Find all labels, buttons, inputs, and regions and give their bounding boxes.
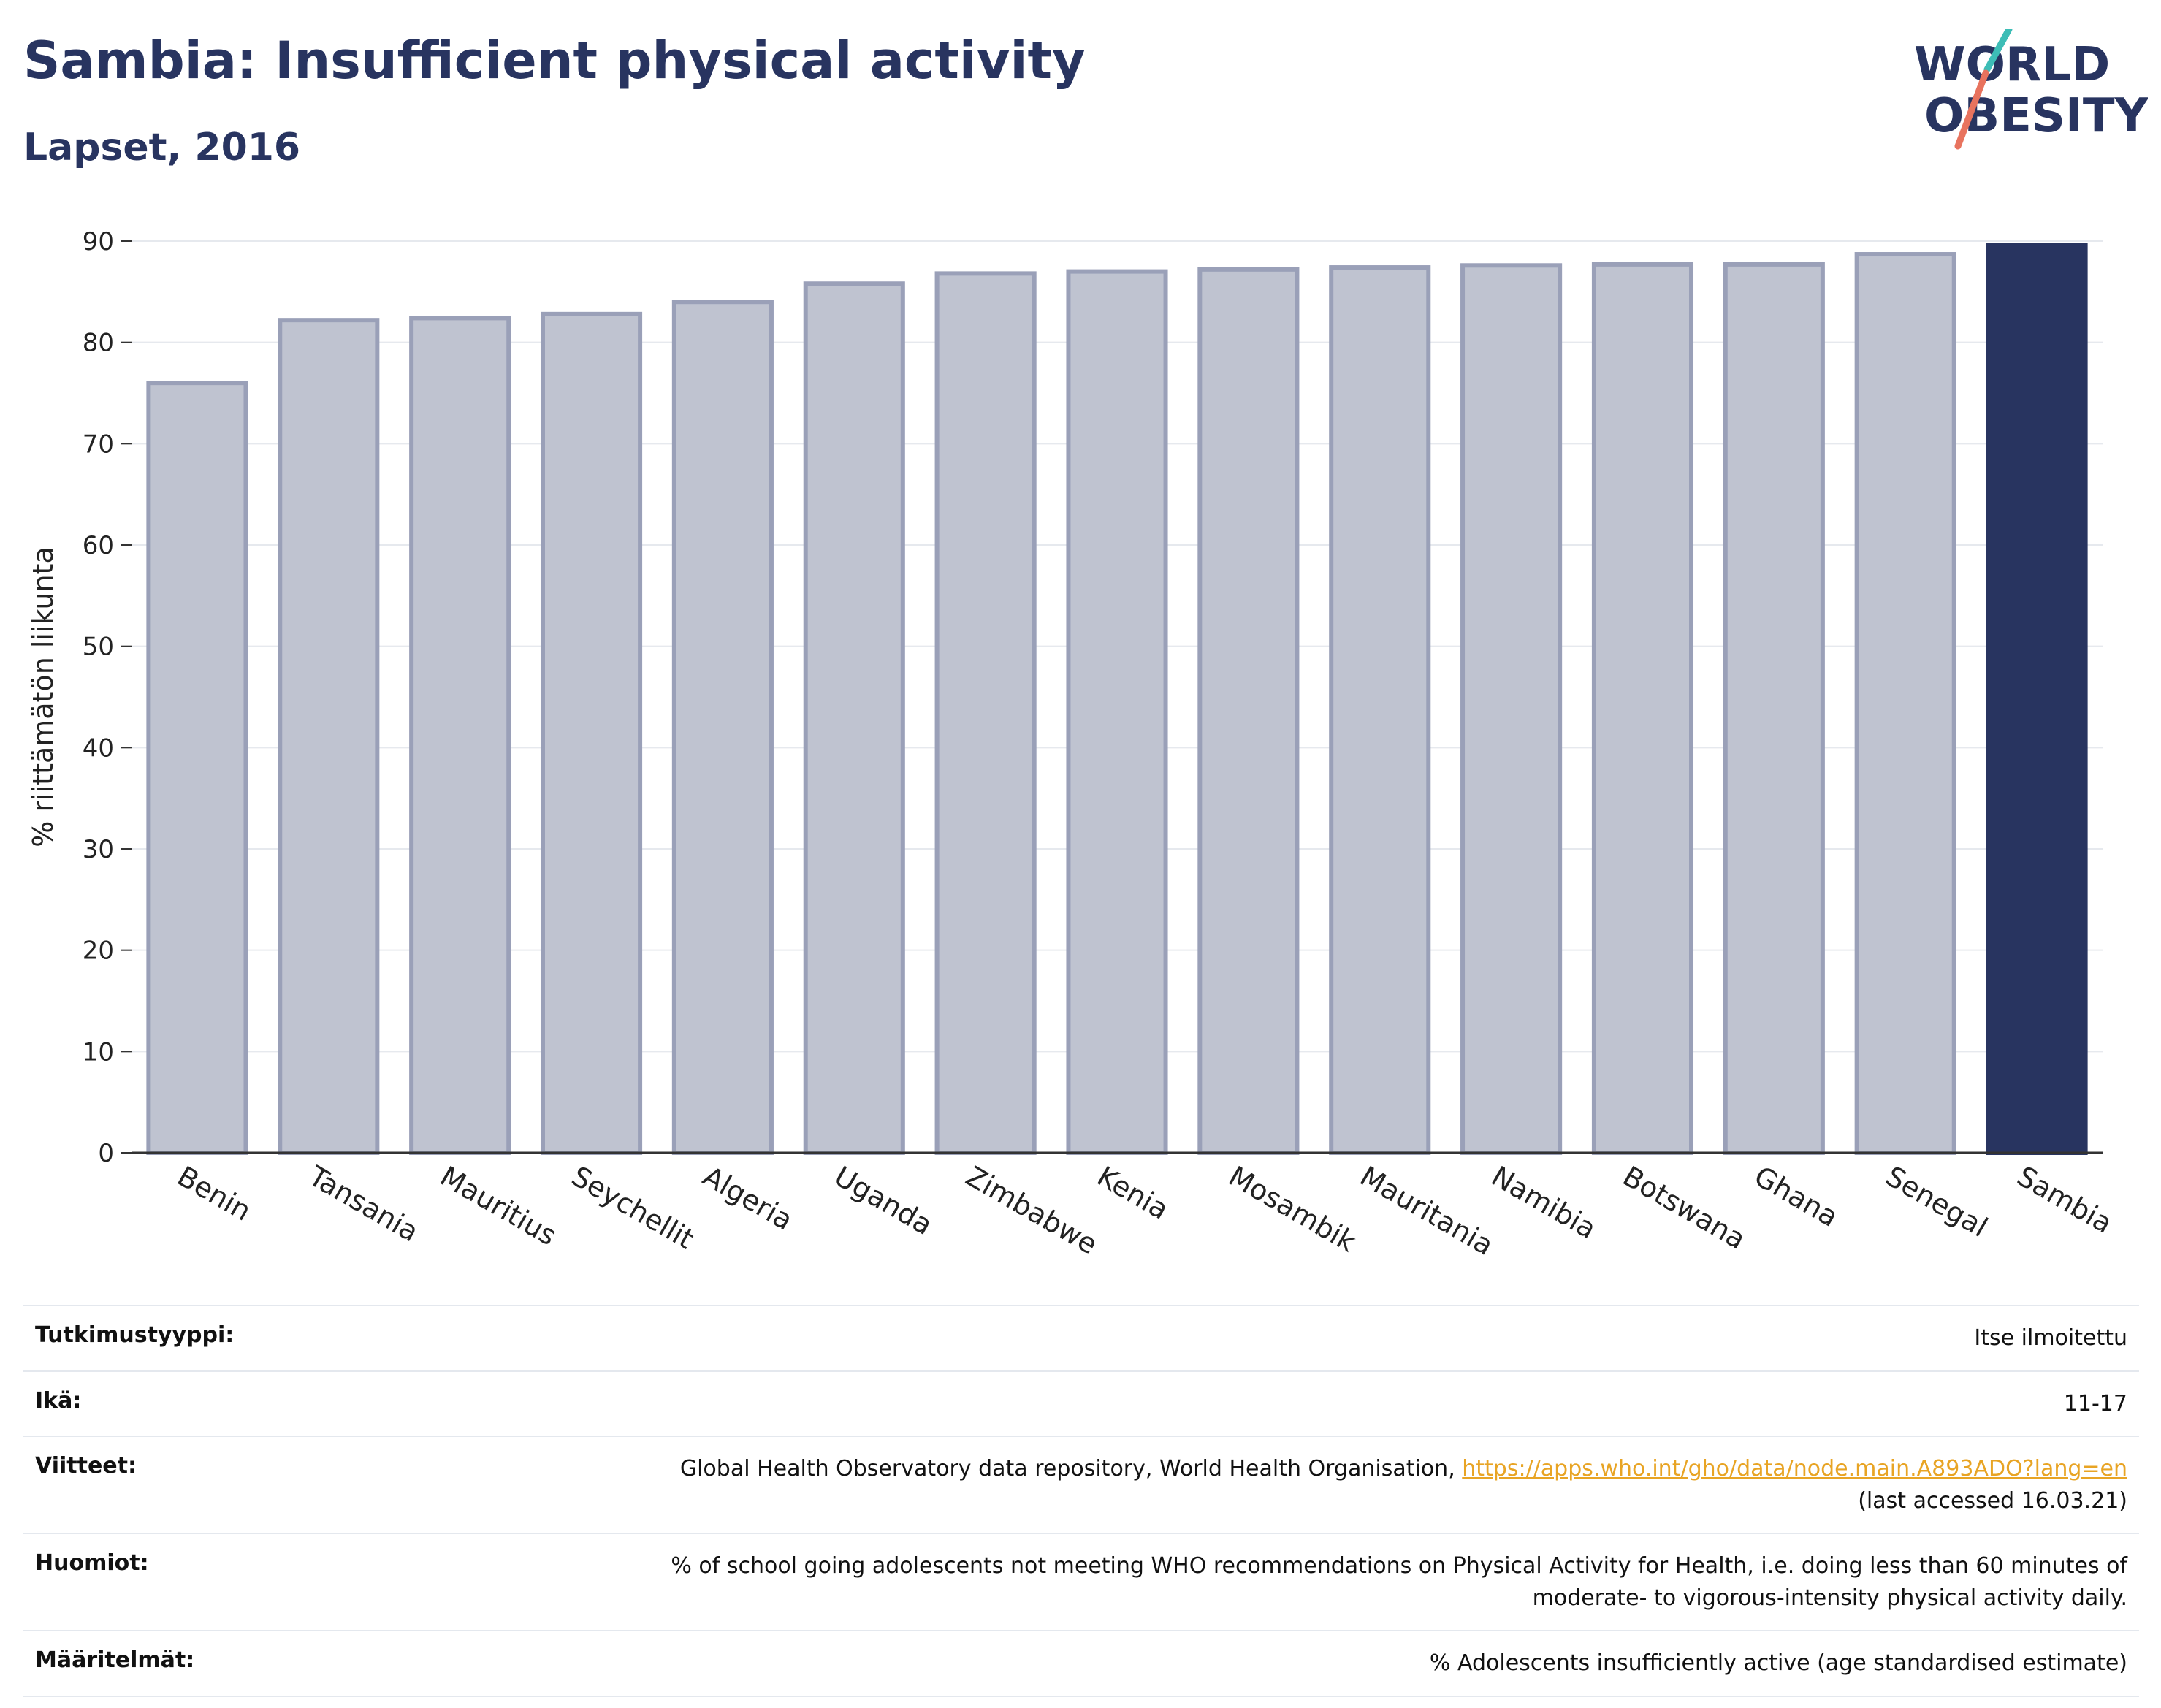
meta-value: 11-17 [444,1370,2139,1436]
bar-zimbabwe [934,271,1037,1156]
meta-row-notes: Huomiot: % of school going adolescents n… [23,1533,2139,1631]
bar-algeria [671,300,774,1156]
bar-sambia [1986,243,2088,1156]
meta-key: Määritelmät: [23,1630,444,1697]
meta-row-references: Viitteet: Global Health Observatory data… [23,1436,2139,1533]
y-tick-label: 10 [83,1037,114,1067]
notes-line1: % of school going adolescents not meetin… [671,1553,2127,1579]
x-tick-label: Senegal [1880,1160,1993,1244]
bar-senegal [1854,252,1956,1156]
y-tick-label: 60 [83,531,114,560]
page-title: Sambia: Insufficient physical activity [23,31,1086,91]
meta-value: Itse ilmoitettu [444,1305,2139,1371]
x-tick-label: Botswana [1617,1160,1751,1256]
bar-namibia [1460,263,1563,1155]
y-tick-label: 30 [83,835,114,864]
y-axis-label: % riittämätön liikunta [27,546,59,847]
world-obesity-logo-icon: WORLD OBESITY [1914,29,2148,150]
bar-kenia [1066,269,1168,1156]
y-tick-label: 90 [83,227,114,256]
bar-seychellit [540,311,643,1156]
bar-mosambik [1197,267,1300,1155]
reference-link[interactable]: https://apps.who.int/gho/data/node.main.… [1462,1456,2127,1482]
bar-uganda [803,281,905,1155]
x-tick-label: Seychellit [566,1160,699,1256]
meta-value: Global Health Observatory data repositor… [444,1436,2139,1533]
x-tick-label: Uganda [829,1160,938,1241]
bar-mauritius [409,316,511,1155]
metadata-table: Tutkimustyyppi: Itse ilmoitettu Ikä: 11-… [23,1305,2139,1697]
y-tick-label: 20 [83,937,114,966]
x-tick-label: Ghana [1749,1160,1844,1233]
meta-value: % of school going adolescents not meetin… [444,1533,2139,1631]
bar-benin [146,381,248,1156]
bar-mauritania [1329,265,1431,1155]
bar-botswana [1591,262,1694,1156]
x-tick-label: Algeria [698,1160,799,1237]
y-tick-label: 70 [83,430,114,459]
bar-chart: 0 10 20 30 40 50 60 70 80 90 Benin Tansania Mauriti… [27,227,2118,1262]
x-tick-label: Mauritania [1354,1160,1498,1262]
y-tick-label: 40 [83,733,114,763]
x-tick-label: Mosambik [1223,1160,1361,1259]
x-tick-label: Namibia [1486,1160,1601,1246]
y-axis-ticks: 0 10 20 30 40 50 60 70 80 90 [83,227,132,1168]
meta-row-survey-type: Tutkimustyyppi: Itse ilmoitettu [23,1305,2139,1371]
bar-ghana [1723,262,1825,1156]
y-tick-label: 50 [83,633,114,662]
logo-line1: WORLD [1914,38,2110,92]
x-tick-label: Sambia [2012,1160,2118,1240]
bars [146,243,2088,1156]
meta-key: Huomiot: [23,1533,444,1631]
meta-key: Tutkimustyyppi: [23,1305,444,1371]
meta-value: % Adolescents insufficiently active (age… [444,1630,2139,1697]
page-subtitle: Lapset, 2016 [23,126,301,169]
y-tick-label: 0 [98,1139,114,1168]
x-tick-label: Mauritius [435,1160,562,1252]
meta-row-age: Ikä: 11-17 [23,1370,2139,1436]
meta-key: Viitteet: [23,1436,444,1533]
x-tick-label: Tansania [302,1159,424,1248]
meta-key: Ikä: [23,1370,444,1436]
x-tick-label: Kenia [1092,1160,1174,1226]
reference-text: Global Health Observatory data repositor… [679,1456,1463,1482]
notes-line2: moderate- to vigorous-intensity physical… [1532,1585,2127,1611]
bar-tansania [278,318,380,1155]
x-tick-label: Benin [172,1160,256,1227]
reference-accessed: (last accessed 16.03.21) [1858,1487,2127,1514]
x-tick-label: Zimbabwe [961,1160,1103,1261]
meta-row-definitions: Määritelmät: % Adolescents insufficientl… [23,1630,2139,1697]
y-tick-label: 80 [83,329,114,358]
